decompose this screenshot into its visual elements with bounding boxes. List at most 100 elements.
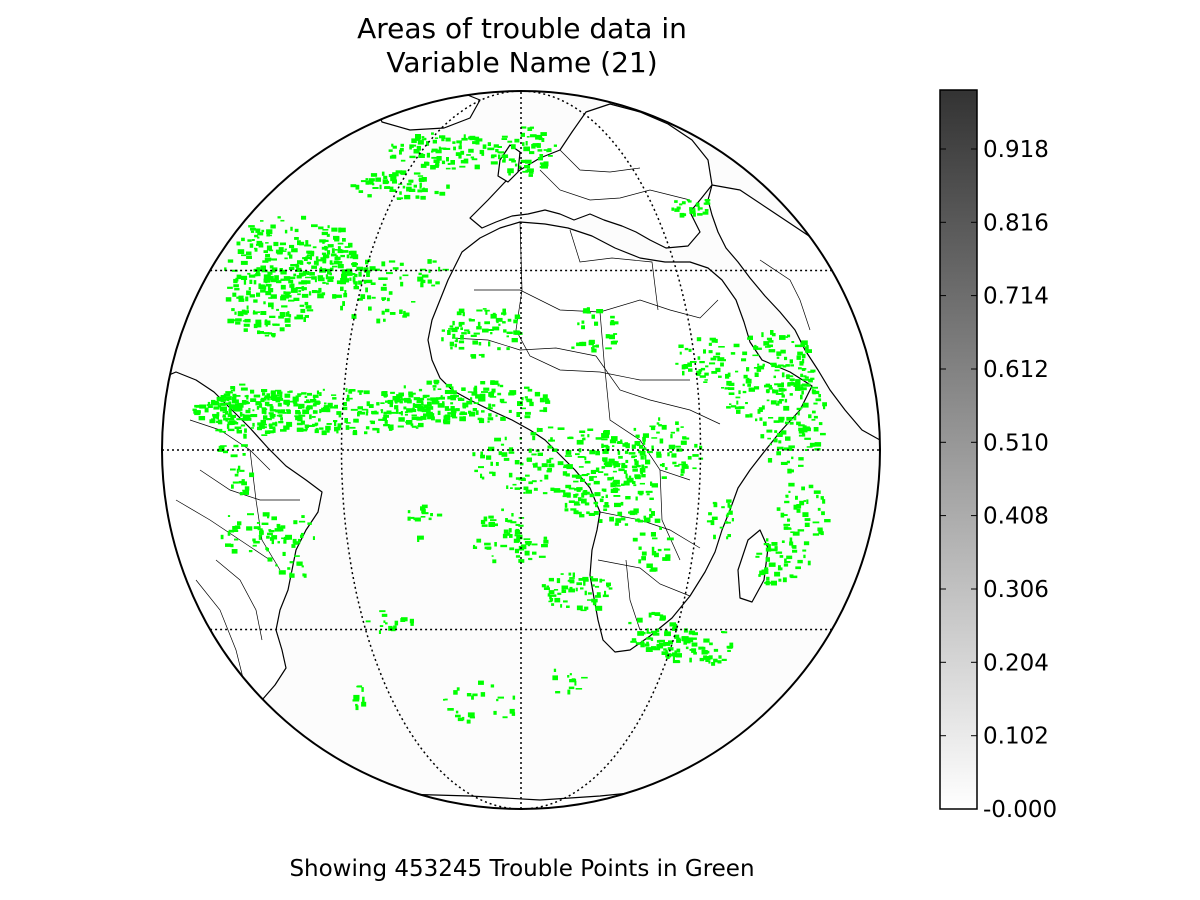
- trouble-point: [490, 684, 495, 688]
- trouble-point: [781, 372, 785, 378]
- trouble-point: [584, 502, 588, 506]
- trouble-point: [784, 558, 787, 564]
- trouble-point: [712, 501, 717, 505]
- trouble-point: [568, 572, 572, 576]
- trouble-point: [295, 287, 303, 290]
- trouble-point: [508, 170, 511, 176]
- trouble-point: [241, 481, 247, 486]
- trouble-point: [451, 389, 454, 394]
- trouble-point: [799, 361, 804, 366]
- trouble-point: [399, 172, 405, 175]
- trouble-point: [261, 397, 267, 401]
- trouble-point: [566, 605, 570, 608]
- trouble-point: [524, 386, 530, 389]
- trouble-point: [488, 413, 492, 417]
- trouble-point: [774, 383, 778, 386]
- trouble-point: [609, 321, 615, 326]
- trouble-point: [721, 658, 727, 661]
- trouble-point: [328, 278, 333, 282]
- trouble-point: [646, 641, 649, 645]
- trouble-point: [323, 239, 329, 242]
- trouble-point: [276, 280, 282, 284]
- trouble-point: [544, 474, 549, 480]
- trouble-point: [445, 383, 453, 388]
- trouble-point: [653, 647, 661, 651]
- trouble-point: [756, 367, 762, 372]
- trouble-point: [717, 357, 725, 362]
- trouble-point: [665, 467, 668, 470]
- trouble-point: [244, 318, 251, 323]
- border-line: [515, 221, 690, 381]
- trouble-point: [441, 329, 445, 332]
- trouble-point: [246, 290, 251, 296]
- trouble-point: [682, 213, 687, 217]
- trouble-point: [514, 138, 520, 143]
- trouble-point: [409, 155, 416, 159]
- trouble-point: [606, 582, 611, 587]
- trouble-point: [312, 394, 319, 398]
- trouble-point: [564, 455, 572, 457]
- trouble-point: [546, 470, 552, 473]
- trouble-point: [642, 433, 649, 438]
- border-line: [625, 559, 641, 631]
- trouble-point: [595, 450, 600, 456]
- trouble-point: [526, 458, 530, 461]
- trouble-point: [265, 290, 272, 296]
- trouble-point: [401, 399, 404, 401]
- trouble-point: [226, 424, 230, 429]
- trouble-point: [271, 414, 274, 418]
- trouble-point: [708, 342, 712, 346]
- trouble-point: [419, 186, 422, 189]
- trouble-point: [449, 341, 454, 347]
- trouble-point: [338, 414, 342, 418]
- trouble-point: [774, 430, 778, 433]
- trouble-point: [482, 308, 487, 310]
- trouble-point: [595, 344, 599, 348]
- trouble-point: [730, 352, 736, 355]
- trouble-point: [469, 411, 476, 417]
- trouble-point: [418, 177, 425, 182]
- trouble-point: [420, 406, 425, 412]
- trouble-point: [490, 380, 495, 384]
- trouble-point: [471, 391, 478, 396]
- trouble-point: [796, 508, 801, 513]
- trouble-point: [766, 337, 772, 341]
- trouble-point: [497, 392, 502, 396]
- trouble-point: [784, 398, 788, 403]
- trouble-point: [458, 398, 465, 401]
- trouble-point: [301, 515, 305, 518]
- trouble-point: [777, 383, 784, 388]
- trouble-point: [420, 506, 426, 511]
- trouble-point: [565, 449, 572, 455]
- trouble-point: [569, 577, 575, 579]
- trouble-point: [412, 407, 415, 410]
- trouble-point: [799, 500, 805, 506]
- trouble-point: [446, 184, 450, 189]
- trouble-point: [314, 279, 317, 283]
- trouble-point: [348, 242, 353, 248]
- trouble-point: [499, 398, 505, 403]
- trouble-point: [525, 141, 528, 146]
- trouble-point: [413, 172, 421, 175]
- trouble-point: [640, 642, 645, 648]
- trouble-point: [458, 322, 463, 327]
- trouble-point: [327, 402, 333, 407]
- trouble-point: [687, 362, 692, 367]
- trouble-point: [452, 141, 456, 144]
- trouble-point: [517, 402, 521, 406]
- trouble-point: [415, 134, 421, 139]
- trouble-point: [793, 504, 798, 510]
- trouble-point: [283, 425, 290, 430]
- trouble-point: [661, 651, 669, 655]
- trouble-point: [552, 675, 558, 681]
- trouble-point: [618, 455, 623, 459]
- trouble-point: [267, 271, 273, 275]
- trouble-point: [548, 463, 555, 468]
- colorbar-tick-label: 0.816: [983, 210, 1049, 236]
- trouble-point: [573, 501, 580, 506]
- trouble-point: [680, 468, 685, 474]
- trouble-point: [800, 386, 804, 390]
- trouble-point: [728, 387, 735, 390]
- trouble-point: [780, 349, 786, 354]
- trouble-point: [376, 428, 380, 434]
